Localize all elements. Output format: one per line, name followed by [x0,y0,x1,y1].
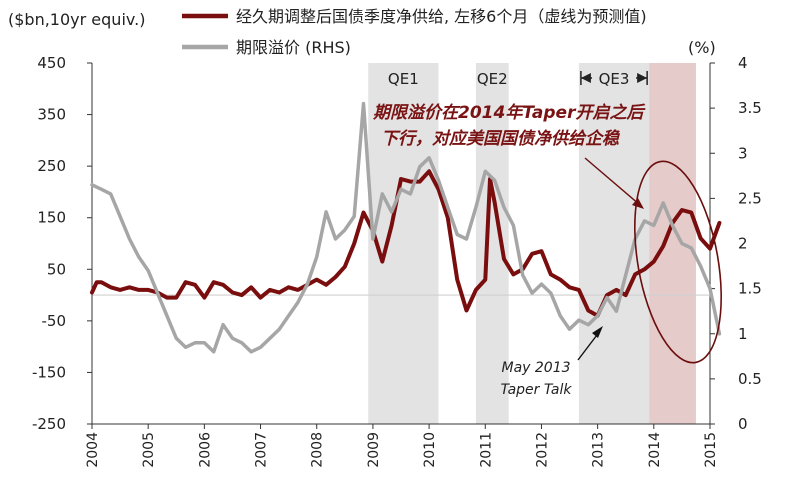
right-tick-label-3: 2.5 [738,189,762,207]
left-tick-label-5: -50 [42,312,67,330]
right-tick-label-8: 0 [738,415,748,433]
left-tick-label-6: -150 [32,363,66,381]
right-tick-label-4: 2 [738,235,748,253]
x-tick-label-11: 2015 [703,432,719,468]
x-tick-label-2: 2006 [197,432,213,468]
right-tick-label-0: 4 [738,54,748,72]
left-tick-label-3: 150 [37,209,66,227]
x-tick-label-4: 2008 [310,432,326,468]
annotation-may2013-arrowhead [592,326,603,338]
x-tick-label-7: 2011 [478,432,494,468]
left-tick-label-4: 50 [47,260,66,278]
x-tick-label-3: 2007 [254,432,270,468]
shade-label-0: QE1 [388,70,419,88]
annotation-tp2014-arrow-line [584,157,641,206]
x-tick-label-5: 2009 [366,432,382,468]
left-axis-unit-label: ($bn,10yr equiv.) [8,10,145,29]
shaded-period-0 [368,63,439,424]
shaded-period-3 [649,63,696,424]
right-axis-unit-label: (%) [688,38,716,57]
annotation-tp2014-arrowhead [632,198,644,209]
right-tick-label-1: 3.5 [738,99,762,117]
x-tick-label-8: 2012 [534,432,550,468]
legend-label-1: 期限溢价 (RHS) [236,38,351,57]
qe3-arrowhead-left [580,73,591,83]
annotation-tp2014-line-0: 期限溢价在2014年Taper开启之后 [372,103,646,123]
x-tick-label-10: 2014 [647,432,663,468]
shade-label-1: QE2 [477,70,508,88]
legend-label-0: 经久期调整后国债季度净供给, 左移6个月（虚线为预测值) [236,7,647,26]
x-tick-label-6: 2010 [422,432,438,468]
qe3-arrowhead-right [637,73,648,83]
annotation-may2013-line-1: Taper Talk [500,382,572,398]
series-line-0 [90,169,722,318]
right-tick-label-2: 3 [738,144,748,162]
left-tick-label-1: 350 [37,106,66,124]
right-tick-label-5: 1.5 [738,280,762,298]
right-tick-label-7: 0.5 [738,370,762,388]
left-tick-label-7: -250 [32,415,66,433]
x-tick-label-0: 2004 [85,432,101,468]
annotation-may2013-line-0: May 2013 [501,360,570,376]
left-tick-label-2: 250 [37,157,66,175]
x-tick-label-9: 2013 [591,432,607,468]
left-tick-label-0: 450 [37,54,66,72]
highlight-ellipse [634,160,722,364]
shade-label-2: QE3 [599,70,630,88]
shaded-period-2 [578,63,650,424]
x-tick-label-1: 2005 [141,432,157,468]
annotation-tp2014-line-1: 下行，对应美国国债净供给企稳 [381,129,621,149]
series-line-1 [90,101,722,354]
right-tick-label-6: 1 [738,325,748,343]
